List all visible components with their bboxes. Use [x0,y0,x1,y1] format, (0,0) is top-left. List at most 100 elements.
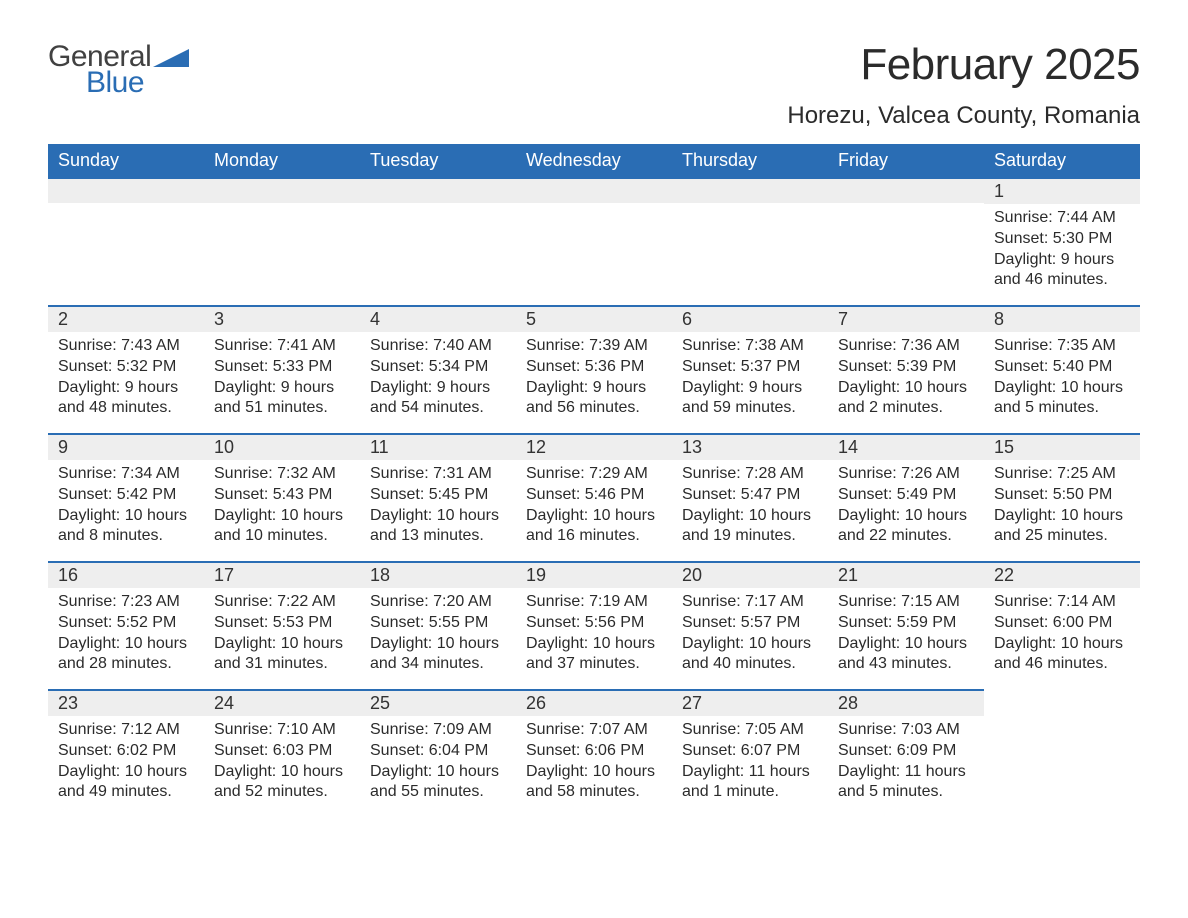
day-cell: 5Sunrise: 7:39 AMSunset: 5:36 PMDaylight… [516,305,672,433]
sunrise-text: Sunrise: 7:07 AM [526,720,662,741]
day-body: Sunrise: 7:43 AMSunset: 5:32 PMDaylight:… [48,332,204,429]
day-number: 2 [48,305,204,332]
day-cell: 8Sunrise: 7:35 AMSunset: 5:40 PMDaylight… [984,305,1140,433]
daylight-line2: and 13 minutes. [370,526,506,547]
day-number: 13 [672,433,828,460]
daylight-line2: and 31 minutes. [214,654,350,675]
day-cell: 7Sunrise: 7:36 AMSunset: 5:39 PMDaylight… [828,305,984,433]
week-row: 9Sunrise: 7:34 AMSunset: 5:42 PMDaylight… [48,433,1140,561]
sunrise-text: Sunrise: 7:14 AM [994,592,1130,613]
sunset-text: Sunset: 6:02 PM [58,741,194,762]
daylight-line2: and 43 minutes. [838,654,974,675]
empty-day [204,177,360,203]
week-row: 23Sunrise: 7:12 AMSunset: 6:02 PMDayligh… [48,689,1140,817]
sunset-text: Sunset: 5:37 PM [682,357,818,378]
daylight-line2: and 51 minutes. [214,398,350,419]
sunset-text: Sunset: 6:00 PM [994,613,1130,634]
week-row: 2Sunrise: 7:43 AMSunset: 5:32 PMDaylight… [48,305,1140,433]
day-cell: 18Sunrise: 7:20 AMSunset: 5:55 PMDayligh… [360,561,516,689]
day-number: 4 [360,305,516,332]
empty-day [516,177,672,203]
day-cell: 24Sunrise: 7:10 AMSunset: 6:03 PMDayligh… [204,689,360,817]
day-number: 11 [360,433,516,460]
day-cell: 2Sunrise: 7:43 AMSunset: 5:32 PMDaylight… [48,305,204,433]
day-body: Sunrise: 7:03 AMSunset: 6:09 PMDaylight:… [828,716,984,813]
day-number: 20 [672,561,828,588]
day-number: 7 [828,305,984,332]
day-cell: 6Sunrise: 7:38 AMSunset: 5:37 PMDaylight… [672,305,828,433]
daylight-line1: Daylight: 10 hours [838,506,974,527]
sunset-text: Sunset: 6:09 PM [838,741,974,762]
day-body: Sunrise: 7:20 AMSunset: 5:55 PMDaylight:… [360,588,516,685]
day-cell [828,177,984,305]
sunset-text: Sunset: 5:45 PM [370,485,506,506]
day-number: 6 [672,305,828,332]
daylight-line2: and 2 minutes. [838,398,974,419]
day-number: 23 [48,689,204,716]
day-cell: 27Sunrise: 7:05 AMSunset: 6:07 PMDayligh… [672,689,828,817]
sunrise-text: Sunrise: 7:28 AM [682,464,818,485]
empty-day [828,177,984,203]
day-cell: 25Sunrise: 7:09 AMSunset: 6:04 PMDayligh… [360,689,516,817]
sunrise-text: Sunrise: 7:19 AM [526,592,662,613]
day-body: Sunrise: 7:41 AMSunset: 5:33 PMDaylight:… [204,332,360,429]
day-cell: 19Sunrise: 7:19 AMSunset: 5:56 PMDayligh… [516,561,672,689]
sunset-text: Sunset: 5:57 PM [682,613,818,634]
daylight-line1: Daylight: 10 hours [526,506,662,527]
day-cell [984,689,1140,817]
daylight-line1: Daylight: 10 hours [526,762,662,783]
sunrise-text: Sunrise: 7:25 AM [994,464,1130,485]
day-number: 3 [204,305,360,332]
day-cell: 3Sunrise: 7:41 AMSunset: 5:33 PMDaylight… [204,305,360,433]
sunset-text: Sunset: 5:53 PM [214,613,350,634]
day-number: 15 [984,433,1140,460]
sunrise-text: Sunrise: 7:36 AM [838,336,974,357]
sunrise-text: Sunrise: 7:35 AM [994,336,1130,357]
day-body: Sunrise: 7:09 AMSunset: 6:04 PMDaylight:… [360,716,516,813]
daylight-line2: and 54 minutes. [370,398,506,419]
day-of-week-header: Sunday Monday Tuesday Wednesday Thursday… [48,144,1140,177]
sunset-text: Sunset: 6:07 PM [682,741,818,762]
logo-triangle-icon [151,47,191,74]
weeks-container: 1Sunrise: 7:44 AMSunset: 5:30 PMDaylight… [48,177,1140,817]
day-body: Sunrise: 7:35 AMSunset: 5:40 PMDaylight:… [984,332,1140,429]
day-body: Sunrise: 7:39 AMSunset: 5:36 PMDaylight:… [516,332,672,429]
dow-thursday: Thursday [672,144,828,177]
daylight-line2: and 46 minutes. [994,654,1130,675]
sunset-text: Sunset: 6:06 PM [526,741,662,762]
daylight-line1: Daylight: 10 hours [370,634,506,655]
day-cell [360,177,516,305]
daylight-line1: Daylight: 9 hours [58,378,194,399]
daylight-line2: and 55 minutes. [370,782,506,803]
sunrise-text: Sunrise: 7:38 AM [682,336,818,357]
day-cell: 15Sunrise: 7:25 AMSunset: 5:50 PMDayligh… [984,433,1140,561]
day-number: 22 [984,561,1140,588]
sunrise-text: Sunrise: 7:34 AM [58,464,194,485]
daylight-line2: and 28 minutes. [58,654,194,675]
day-body: Sunrise: 7:05 AMSunset: 6:07 PMDaylight:… [672,716,828,813]
daylight-line1: Daylight: 9 hours [370,378,506,399]
sunset-text: Sunset: 6:03 PM [214,741,350,762]
day-cell [672,177,828,305]
day-cell [516,177,672,305]
day-body: Sunrise: 7:28 AMSunset: 5:47 PMDaylight:… [672,460,828,557]
month-title: February 2025 [787,40,1140,90]
sunset-text: Sunset: 6:04 PM [370,741,506,762]
daylight-line1: Daylight: 10 hours [838,634,974,655]
day-cell: 17Sunrise: 7:22 AMSunset: 5:53 PMDayligh… [204,561,360,689]
sunset-text: Sunset: 5:49 PM [838,485,974,506]
day-body: Sunrise: 7:34 AMSunset: 5:42 PMDaylight:… [48,460,204,557]
day-number: 10 [204,433,360,460]
calendar: Sunday Monday Tuesday Wednesday Thursday… [48,144,1140,817]
day-body: Sunrise: 7:10 AMSunset: 6:03 PMDaylight:… [204,716,360,813]
dow-wednesday: Wednesday [516,144,672,177]
daylight-line2: and 49 minutes. [58,782,194,803]
daylight-line2: and 37 minutes. [526,654,662,675]
sunset-text: Sunset: 5:30 PM [994,229,1130,250]
daylight-line2: and 8 minutes. [58,526,194,547]
sunset-text: Sunset: 5:42 PM [58,485,194,506]
day-cell: 16Sunrise: 7:23 AMSunset: 5:52 PMDayligh… [48,561,204,689]
day-body: Sunrise: 7:32 AMSunset: 5:43 PMDaylight:… [204,460,360,557]
daylight-line2: and 5 minutes. [838,782,974,803]
sunrise-text: Sunrise: 7:09 AM [370,720,506,741]
